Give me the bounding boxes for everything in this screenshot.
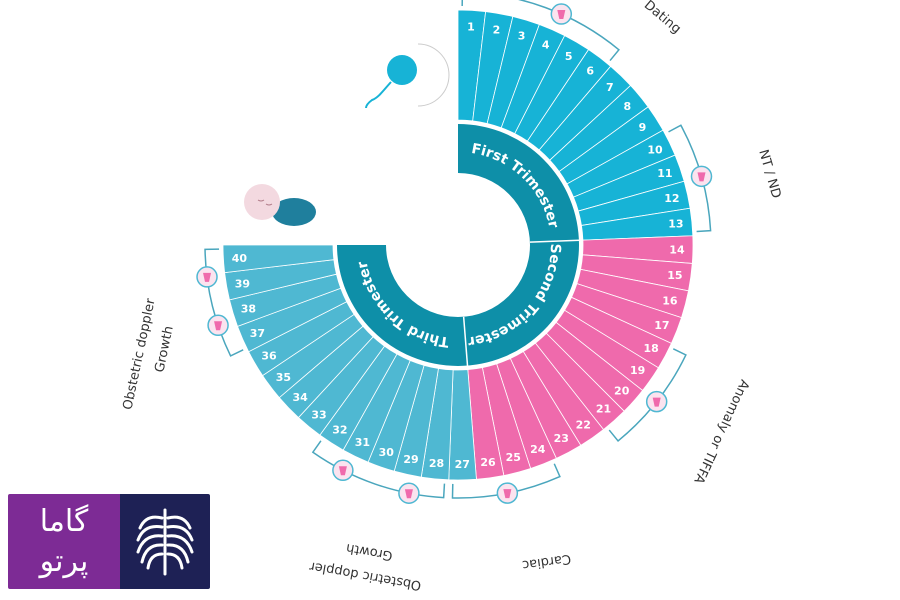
week-label-5: 5 (565, 50, 573, 63)
ultrasound-icon (332, 459, 354, 482)
week-label-27: 27 (455, 458, 470, 471)
week-label-11: 11 (657, 167, 672, 180)
week-label-33: 33 (311, 408, 326, 421)
week-label-34: 34 (292, 391, 308, 404)
week-label-30: 30 (379, 446, 395, 459)
growth-bottom-label: Growth (345, 540, 394, 563)
week-label-10: 10 (647, 143, 663, 156)
ultrasound-icon (196, 266, 218, 288)
baby-icon (244, 184, 316, 226)
week-label-29: 29 (403, 453, 418, 466)
nt-nd-label: NT / ND (755, 148, 783, 200)
week-segment-40 (222, 244, 335, 274)
ultrasound-icon (207, 314, 229, 337)
anomaly-label: Anomaly or TIFFA (690, 377, 751, 486)
week-label-13: 13 (668, 218, 683, 231)
week-label-1: 1 (467, 20, 475, 33)
week-label-35: 35 (276, 371, 291, 384)
dating-label: Dating (641, 0, 684, 37)
week-label-20: 20 (614, 384, 630, 397)
gama-parto-logo: گاما پرتو (8, 494, 210, 589)
week-label-38: 38 (241, 303, 256, 316)
week-label-6: 6 (586, 64, 594, 77)
week-label-7: 7 (606, 81, 614, 94)
week-label-40: 40 (232, 252, 248, 265)
week-label-2: 2 (493, 23, 501, 36)
week-label-31: 31 (355, 436, 370, 449)
week-label-15: 15 (667, 269, 682, 282)
ultrasound-icon (645, 390, 668, 413)
week-label-14: 14 (669, 243, 685, 256)
week-label-37: 37 (250, 327, 265, 340)
week-label-23: 23 (554, 432, 569, 445)
growth-left-label: Growth (152, 325, 176, 374)
logo-line-1: گاما (39, 503, 89, 539)
sperm-icon (365, 43, 450, 109)
logo-line-2: پرتو (39, 543, 89, 579)
week-label-39: 39 (235, 277, 250, 290)
week-label-24: 24 (530, 443, 546, 456)
doppler-bottom-label: Obstetric doppler (308, 558, 423, 593)
week-ring (222, 9, 694, 481)
decorations (196, 3, 713, 504)
week-label-26: 26 (480, 456, 496, 469)
week-label-12: 12 (664, 192, 679, 205)
week-label-16: 16 (662, 294, 678, 307)
ultrasound-icon (496, 482, 519, 504)
week-label-9: 9 (639, 121, 647, 134)
week-label-18: 18 (643, 342, 658, 355)
ultrasound-icon (398, 482, 420, 504)
week-label-3: 3 (518, 29, 526, 42)
week-label-19: 19 (630, 364, 645, 377)
week-label-21: 21 (596, 403, 611, 416)
ribcage-icon (120, 494, 210, 589)
week-label-8: 8 (623, 100, 631, 113)
week-label-32: 32 (332, 423, 347, 436)
dating-bracket (461, 0, 620, 62)
week-label-17: 17 (654, 319, 669, 332)
week-label-4: 4 (542, 38, 550, 51)
trimester-ring (337, 124, 583, 370)
trimester-band (337, 124, 579, 366)
week-label-28: 28 (429, 457, 444, 470)
doppler-left-label: Obstetric doppler (120, 297, 158, 412)
cardiac-label: Cardiac (521, 551, 572, 573)
ultrasound-icon (550, 3, 573, 25)
doppler-bottom-bracket (311, 440, 446, 499)
week-label-36: 36 (261, 350, 277, 363)
logo-text: گاما پرتو (8, 494, 120, 589)
week-label-22: 22 (576, 419, 591, 432)
week-label-25: 25 (506, 451, 521, 464)
doppler-left-bracket (204, 248, 244, 357)
ultrasound-icon (690, 165, 713, 188)
